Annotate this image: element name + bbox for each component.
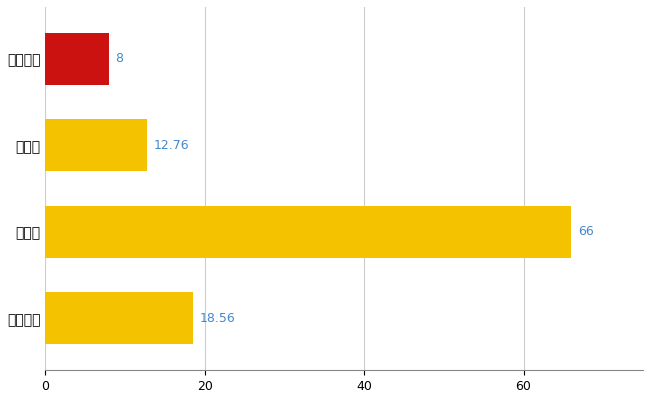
Text: 66: 66	[578, 225, 593, 238]
Text: 8: 8	[116, 52, 124, 65]
Text: 12.76: 12.76	[153, 139, 189, 152]
Bar	[46, 33, 109, 85]
Text: 18.56: 18.56	[200, 312, 235, 325]
Bar	[46, 206, 571, 258]
Bar	[46, 120, 147, 171]
Bar	[46, 292, 193, 344]
